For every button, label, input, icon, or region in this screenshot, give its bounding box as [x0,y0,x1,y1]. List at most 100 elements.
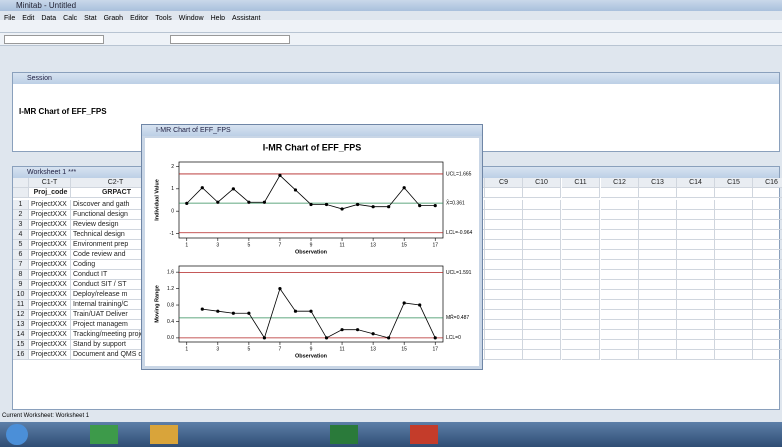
cell [639,300,677,310]
data-point [434,204,437,207]
data-point [247,201,250,204]
column-header: C15 [715,178,753,188]
cell [562,320,600,330]
cell: ProjectXXX [29,320,71,330]
menu-bar: FileEditDataCalcStatGraphEditorToolsWind… [4,11,782,20]
cell: ProjectXXX [29,250,71,260]
taskbar-app[interactable] [90,425,118,444]
cell [485,350,523,360]
cell [639,250,677,260]
cell [753,230,782,240]
data-point [263,201,266,204]
data-point [294,310,297,313]
cell [639,230,677,240]
taskbar-app[interactable] [410,425,438,444]
cell [753,320,782,330]
data-point [309,310,312,313]
row-number: 5 [13,240,29,250]
y-tick-label: 1 [171,186,174,192]
cell [485,220,523,230]
data-point [356,328,359,331]
cell [677,290,715,300]
cell [562,310,600,320]
row-number: 3 [13,220,29,230]
cell [677,340,715,350]
control-limit-label: MR̄=0.487 [446,314,469,321]
combo-box[interactable] [170,35,290,44]
x-tick-label: 3 [216,346,219,352]
x-tick-label: 9 [310,346,313,352]
cell [715,240,753,250]
cell [562,240,600,250]
taskbar-app[interactable] [330,425,358,444]
cell [523,230,561,240]
cell [562,260,600,270]
cell [562,200,600,210]
cell [677,210,715,220]
cell [677,220,715,230]
column-name [601,188,639,198]
row-number: 2 [13,210,29,220]
row-number: 9 [13,280,29,290]
cell [485,240,523,250]
cell [485,250,523,260]
y-tick-label: 0 [171,209,174,215]
cell [639,270,677,280]
cell [523,340,561,350]
column-name [677,188,715,198]
start-button[interactable] [6,424,28,445]
cell [485,280,523,290]
data-point [372,332,375,335]
cell [523,320,561,330]
cell [677,200,715,210]
cell [639,220,677,230]
column-header: C11 [562,178,600,188]
cell [601,210,639,220]
x-tick-label: 17 [432,346,438,352]
y-tick-label: 2 [171,164,174,170]
data-point [216,310,219,313]
data-point [403,186,406,189]
cell [753,280,782,290]
x-tick-label: 15 [401,346,407,352]
cell [601,340,639,350]
data-point [216,201,219,204]
cell [677,300,715,310]
cell [715,270,753,280]
column-header: C1-T [29,178,71,188]
column-name [562,188,600,198]
x-tick-label: 5 [247,346,250,352]
cell: ProjectXXX [29,270,71,280]
cell [715,230,753,240]
cell [601,220,639,230]
cell [715,300,753,310]
toolbar [0,33,782,46]
cell [601,310,639,320]
taskbar-app[interactable] [150,425,178,444]
cell [601,200,639,210]
row-number: 15 [13,340,29,350]
taskbar [0,422,782,447]
data-point [387,205,390,208]
x-tick-label: 17 [432,242,438,248]
cell [639,240,677,250]
row-number: 8 [13,270,29,280]
cell [715,350,753,360]
y-tick-label: 1.6 [167,269,174,275]
cell [753,340,782,350]
data-point [372,205,375,208]
data-point [309,203,312,206]
cell [523,310,561,320]
cell [715,280,753,290]
column-name [523,188,561,198]
cell [639,310,677,320]
corner [13,188,29,198]
combo-box[interactable] [4,35,104,44]
cell [715,330,753,340]
cell [753,300,782,310]
row-number: 13 [13,320,29,330]
cell [639,280,677,290]
cell [523,250,561,260]
cell [485,230,523,240]
cell [562,290,600,300]
